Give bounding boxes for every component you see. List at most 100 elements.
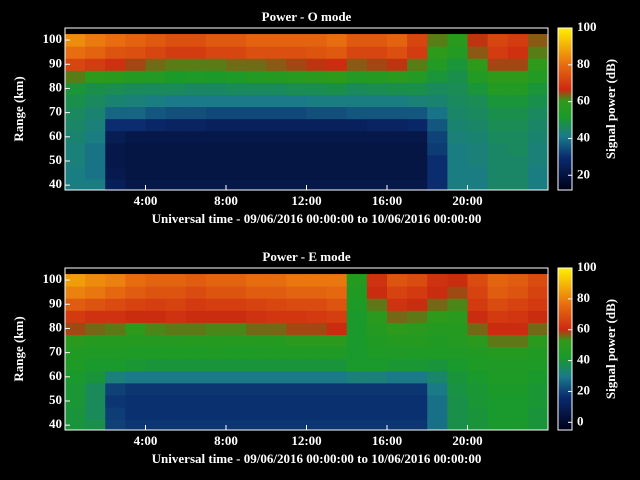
heatmap-cell xyxy=(286,286,307,299)
heatmap-cell xyxy=(286,34,307,47)
heatmap-cell xyxy=(85,370,106,384)
heatmap-cell xyxy=(387,394,408,408)
y-tick-label: 40 xyxy=(49,416,62,431)
heatmap-cell xyxy=(407,94,428,108)
heatmap-cell xyxy=(467,167,489,180)
heatmap-cell xyxy=(246,298,267,311)
y-tick-label: 70 xyxy=(49,344,62,359)
heatmap-cell xyxy=(447,407,468,420)
heatmap-cell xyxy=(145,118,167,132)
heatmap-cell xyxy=(105,58,126,71)
heatmap-cell xyxy=(447,34,468,47)
heatmap-cell xyxy=(185,167,207,180)
heatmap-cell xyxy=(165,370,187,384)
heatmap-cell xyxy=(387,167,408,180)
heatmap-cell xyxy=(226,274,247,287)
heatmap-cell xyxy=(467,106,489,120)
heatmap-cell xyxy=(145,407,167,420)
heatmap-cell xyxy=(387,34,408,47)
heatmap-cell xyxy=(427,142,448,156)
heatmap-cell xyxy=(205,82,227,95)
heatmap-cell xyxy=(246,394,267,408)
heatmap-cell xyxy=(326,370,348,384)
heatmap-cell xyxy=(105,358,126,372)
heatmap-cell xyxy=(306,179,328,191)
heatmap-cell xyxy=(105,382,126,396)
heatmap-cell xyxy=(306,154,328,168)
heatmap-cell xyxy=(85,419,106,431)
heatmap-cell xyxy=(65,334,86,348)
heatmap-cell xyxy=(487,167,509,180)
heatmap-cell xyxy=(125,142,146,156)
heatmap-cell xyxy=(65,370,86,384)
heatmap-cell xyxy=(185,179,207,191)
heatmap-cell xyxy=(286,370,307,384)
heatmap-cell xyxy=(487,70,509,83)
heatmap-cell xyxy=(246,334,267,348)
heatmap-cell xyxy=(527,94,549,108)
heatmap-cell xyxy=(65,346,86,360)
heatmap-cell xyxy=(326,94,348,108)
heatmap-cell xyxy=(427,82,448,95)
heatmap-cell xyxy=(407,70,428,83)
heatmap-cell xyxy=(246,274,267,287)
heatmap-cell xyxy=(145,286,167,299)
heatmap-cell xyxy=(487,370,509,384)
heatmap-cell xyxy=(266,179,287,191)
heatmap-cell xyxy=(366,142,388,156)
heatmap-cell xyxy=(407,118,428,132)
heatmap-cell xyxy=(205,58,227,71)
heatmap-cell xyxy=(266,94,287,108)
heatmap-cell xyxy=(427,58,448,71)
heatmap-cell xyxy=(286,46,307,59)
heatmap-cell xyxy=(366,298,388,311)
heatmap-cell xyxy=(487,407,509,420)
heatmap-cell xyxy=(447,142,468,156)
heatmap-cell xyxy=(226,382,247,396)
heatmap-cell xyxy=(387,82,408,95)
heatmap-cell xyxy=(65,179,86,191)
heatmap-cell xyxy=(427,274,448,287)
heatmap-cell xyxy=(366,322,388,335)
heatmap-cell xyxy=(387,298,408,311)
heatmap-cell xyxy=(447,106,468,120)
heatmap-cell xyxy=(85,179,106,191)
heatmap-cell xyxy=(346,58,368,71)
heatmap-cell xyxy=(246,358,267,372)
heatmap-cell xyxy=(527,322,549,335)
heatmap-cell xyxy=(467,130,489,144)
heatmap-cell xyxy=(366,106,388,120)
heatmap-cell xyxy=(145,46,167,59)
heatmap-cell xyxy=(366,407,388,420)
heatmap-cell xyxy=(185,82,207,95)
heatmap-cell xyxy=(507,167,529,180)
heatmap-cell xyxy=(326,58,348,71)
heatmap-cell xyxy=(165,46,187,59)
heatmap-cell xyxy=(205,358,227,372)
heatmap-cell xyxy=(447,286,468,299)
heatmap-cell xyxy=(467,286,489,299)
heatmap-cell xyxy=(467,310,489,323)
heatmap-cell xyxy=(326,382,348,396)
heatmap-cell xyxy=(226,346,247,360)
y-tick-label: 100 xyxy=(43,31,63,46)
heatmap-cell xyxy=(226,46,247,59)
heatmap-cell xyxy=(185,382,207,396)
x-tick-label: 12:00 xyxy=(291,193,321,208)
heatmap-cell xyxy=(185,310,207,323)
heatmap-cell xyxy=(407,142,428,156)
heatmap-cell xyxy=(286,118,307,132)
heatmap-cell xyxy=(407,82,428,95)
heatmap-cell xyxy=(507,130,529,144)
heatmap-cell xyxy=(165,358,187,372)
heatmap-cell xyxy=(65,310,86,323)
heatmap-cell xyxy=(326,407,348,420)
heatmap-cell xyxy=(185,322,207,335)
heatmap-cell xyxy=(125,94,146,108)
heatmap-cell xyxy=(306,94,328,108)
heatmap-cell xyxy=(85,142,106,156)
heatmap-cell xyxy=(447,58,468,71)
heatmap-cell xyxy=(125,407,146,420)
heatmap-cell xyxy=(125,298,146,311)
heatmap-cell xyxy=(366,70,388,83)
